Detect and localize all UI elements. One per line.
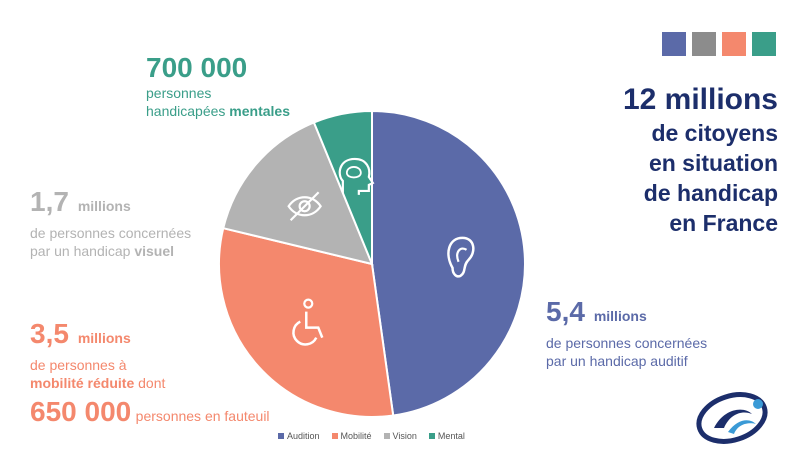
headline-total: 12 millions (622, 83, 778, 116)
vision-unit: millions (77, 198, 131, 214)
mental-line2: handicapées mentales (146, 103, 290, 119)
vision-number: 1,7 (30, 186, 69, 217)
mobility-line1: de personnes à (30, 357, 127, 373)
legend: Audition Mobilité Vision Mental (278, 431, 465, 441)
legend-item-mobilite: Mobilité (331, 431, 372, 441)
vision-line2-bold: visuel (134, 243, 175, 259)
swatch-orange (722, 32, 746, 56)
audition-number: 5,4 (546, 296, 585, 327)
mobility-line2-bold: mobilité réduite (30, 375, 135, 391)
headline-line2: de citoyens (651, 120, 778, 146)
legend-label-mobilite: Mobilité (340, 431, 372, 441)
legend-label-mental: Mental (437, 431, 465, 441)
vision-line2: par un handicap visuel (30, 243, 175, 259)
legend-marker-audition (278, 433, 284, 439)
mobility-line3: personnes en fauteuil (135, 408, 270, 424)
mobility-number2: 650 000 (30, 396, 132, 427)
mobility-number: 3,5 (30, 318, 69, 349)
color-swatches (662, 32, 776, 56)
legend-item-vision: Vision (383, 431, 417, 441)
mobility-line2: mobilité réduite dont (30, 375, 166, 391)
audition-unit: millions (593, 308, 647, 324)
headline-line3: en situation (648, 150, 778, 176)
audition-line1: de personnes concernées (546, 335, 708, 351)
swatch-gray (692, 32, 716, 56)
headline-line5: en France (669, 210, 778, 236)
legend-label-audition: Audition (287, 431, 320, 441)
pie-slice-vision (222, 121, 374, 266)
legend-marker-mobilite (331, 433, 338, 439)
legend-item-audition: Audition (278, 431, 320, 441)
swatch-green (752, 32, 776, 56)
headline: 12 millions de citoyens en situation de … (623, 82, 778, 238)
legend-item-mental: Mental (428, 431, 465, 441)
vision-line1: de personnes concernées (30, 225, 192, 241)
annotation-vision: 1,7 millions de personnes concernées par… (30, 186, 191, 260)
headline-line4: de handicap (643, 180, 778, 206)
pie-slice-audition (371, 109, 526, 417)
brain-head-icon (338, 157, 375, 195)
legend-label-vision: Vision (392, 431, 417, 441)
annotation-mobility: 3,5 millions de personnes à mobilité réd… (30, 318, 270, 428)
mental-line1: personnes (146, 85, 212, 101)
eye-slash-icon (287, 191, 322, 222)
mental-line2-bold: mentales (229, 103, 290, 119)
annotation-audition: 5,4 millions de personnes concernées par… (546, 296, 707, 370)
wheelchair-icon (292, 298, 324, 346)
logo-icon (696, 392, 768, 444)
audition-line2: par un handicap auditif (546, 353, 688, 369)
mental-number: 700 000 (146, 52, 248, 83)
legend-marker-mental (428, 433, 435, 439)
mobility-unit: millions (77, 330, 131, 346)
swatch-blue (662, 32, 686, 56)
annotation-mental: 700 000 personnes handicapées mentales (146, 52, 290, 120)
legend-marker-vision (383, 433, 390, 439)
ear-icon (447, 236, 475, 278)
